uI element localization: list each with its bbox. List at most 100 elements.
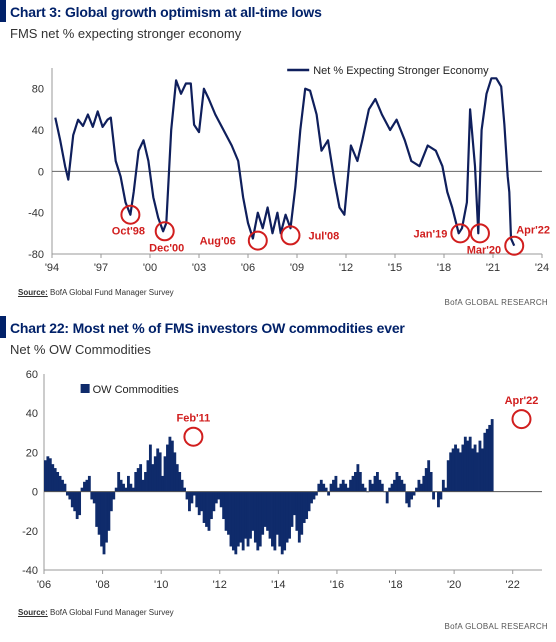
bar bbox=[349, 479, 352, 492]
bar bbox=[217, 491, 221, 500]
bar bbox=[332, 479, 335, 492]
source-label: Source: bbox=[18, 288, 48, 297]
bar bbox=[139, 464, 143, 492]
bar bbox=[280, 491, 284, 555]
bar bbox=[358, 472, 362, 492]
bar bbox=[441, 479, 445, 492]
bar bbox=[249, 491, 252, 539]
bar bbox=[151, 464, 155, 492]
bar bbox=[263, 491, 267, 527]
bar bbox=[68, 491, 72, 500]
bar bbox=[380, 483, 384, 492]
bar bbox=[244, 491, 248, 539]
bar bbox=[102, 491, 106, 555]
bar bbox=[195, 491, 199, 508]
bar bbox=[241, 491, 245, 551]
x-tick-label: '21 bbox=[486, 262, 500, 274]
bar bbox=[73, 491, 77, 512]
bar bbox=[314, 491, 318, 496]
bar bbox=[319, 479, 323, 492]
source-note: Source: BofA Global Fund Manager Survey bbox=[18, 288, 174, 297]
bar bbox=[90, 491, 94, 500]
bar bbox=[53, 468, 57, 492]
bar bbox=[456, 448, 460, 492]
bar bbox=[261, 491, 265, 535]
bar bbox=[44, 460, 47, 492]
bar bbox=[163, 456, 167, 492]
bar bbox=[422, 475, 426, 492]
bar bbox=[105, 491, 108, 543]
bar bbox=[214, 491, 218, 504]
x-tick-label: '20 bbox=[447, 579, 461, 591]
bar bbox=[371, 483, 374, 492]
bar bbox=[200, 491, 204, 512]
bar bbox=[70, 491, 74, 508]
bar bbox=[283, 491, 287, 551]
x-tick-label: '97 bbox=[94, 262, 108, 274]
bar bbox=[197, 491, 201, 516]
chart-title: Chart 22: Most net % of FMS investors OW… bbox=[10, 320, 405, 336]
bar bbox=[390, 483, 394, 492]
bar bbox=[275, 491, 279, 535]
bar bbox=[310, 491, 313, 504]
x-tick-label: '18 bbox=[437, 262, 451, 274]
y-tick-label: 0 bbox=[38, 166, 44, 178]
annotation-circle bbox=[504, 235, 525, 256]
legend-label: Net % Expecting Stronger Economy bbox=[313, 65, 489, 77]
bar bbox=[466, 440, 470, 492]
x-tick-label: '24 bbox=[535, 262, 549, 274]
source-text: BofA Global Fund Manager Survey bbox=[47, 288, 174, 297]
bar bbox=[87, 475, 91, 492]
x-tick-label: '15 bbox=[388, 262, 402, 274]
bar bbox=[268, 491, 272, 539]
bar bbox=[288, 491, 291, 539]
bar bbox=[192, 491, 196, 496]
x-tick-label: '94 bbox=[45, 262, 59, 274]
bar bbox=[175, 464, 179, 492]
series-line bbox=[54, 77, 516, 247]
bar bbox=[317, 483, 321, 492]
bar bbox=[161, 475, 165, 492]
bar bbox=[253, 491, 257, 543]
bar bbox=[202, 491, 206, 523]
bar bbox=[402, 483, 406, 492]
bar bbox=[251, 491, 255, 531]
bar bbox=[180, 479, 184, 492]
bar bbox=[97, 491, 101, 535]
annotation-circle bbox=[120, 204, 141, 225]
bar bbox=[400, 479, 404, 492]
annotation-label: Aug'06 bbox=[200, 236, 236, 248]
bar bbox=[266, 491, 269, 531]
chart-subtitle: Net % OW Commodities bbox=[10, 342, 151, 357]
bar bbox=[334, 475, 338, 492]
bar bbox=[234, 491, 238, 555]
x-tick-label: '06 bbox=[241, 262, 255, 274]
y-tick-label: 0 bbox=[32, 487, 38, 499]
bar bbox=[229, 491, 233, 547]
bar bbox=[166, 444, 169, 492]
bar bbox=[63, 483, 67, 492]
annotation-label: Feb'11 bbox=[176, 413, 210, 425]
bar bbox=[346, 487, 350, 492]
bar bbox=[439, 491, 443, 500]
research-credit: BofA GLOBAL RESEARCH bbox=[444, 298, 548, 307]
bar bbox=[278, 491, 282, 547]
line-chart: 80 40 0 -40 -80'94 '97 '00 '03 '06 '09 '12 '15 '18 '2… bbox=[28, 65, 550, 274]
bar bbox=[222, 491, 226, 520]
bar bbox=[356, 464, 360, 492]
bar bbox=[153, 456, 157, 492]
bar bbox=[307, 491, 311, 512]
bar bbox=[141, 479, 145, 492]
y-tick-label: 60 bbox=[26, 369, 38, 381]
bar bbox=[354, 472, 357, 492]
bar bbox=[100, 491, 103, 547]
bar bbox=[185, 491, 189, 500]
x-tick-label: '14 bbox=[271, 579, 285, 591]
bar bbox=[146, 460, 150, 492]
chart-panel-growth-optimism: Chart 3: Global growth optimism at all-t… bbox=[0, 0, 556, 316]
bar bbox=[224, 491, 228, 531]
bar bbox=[483, 432, 487, 492]
annotation-label: Dec'00 bbox=[149, 242, 184, 254]
bar bbox=[463, 436, 467, 492]
bar bbox=[459, 452, 462, 492]
